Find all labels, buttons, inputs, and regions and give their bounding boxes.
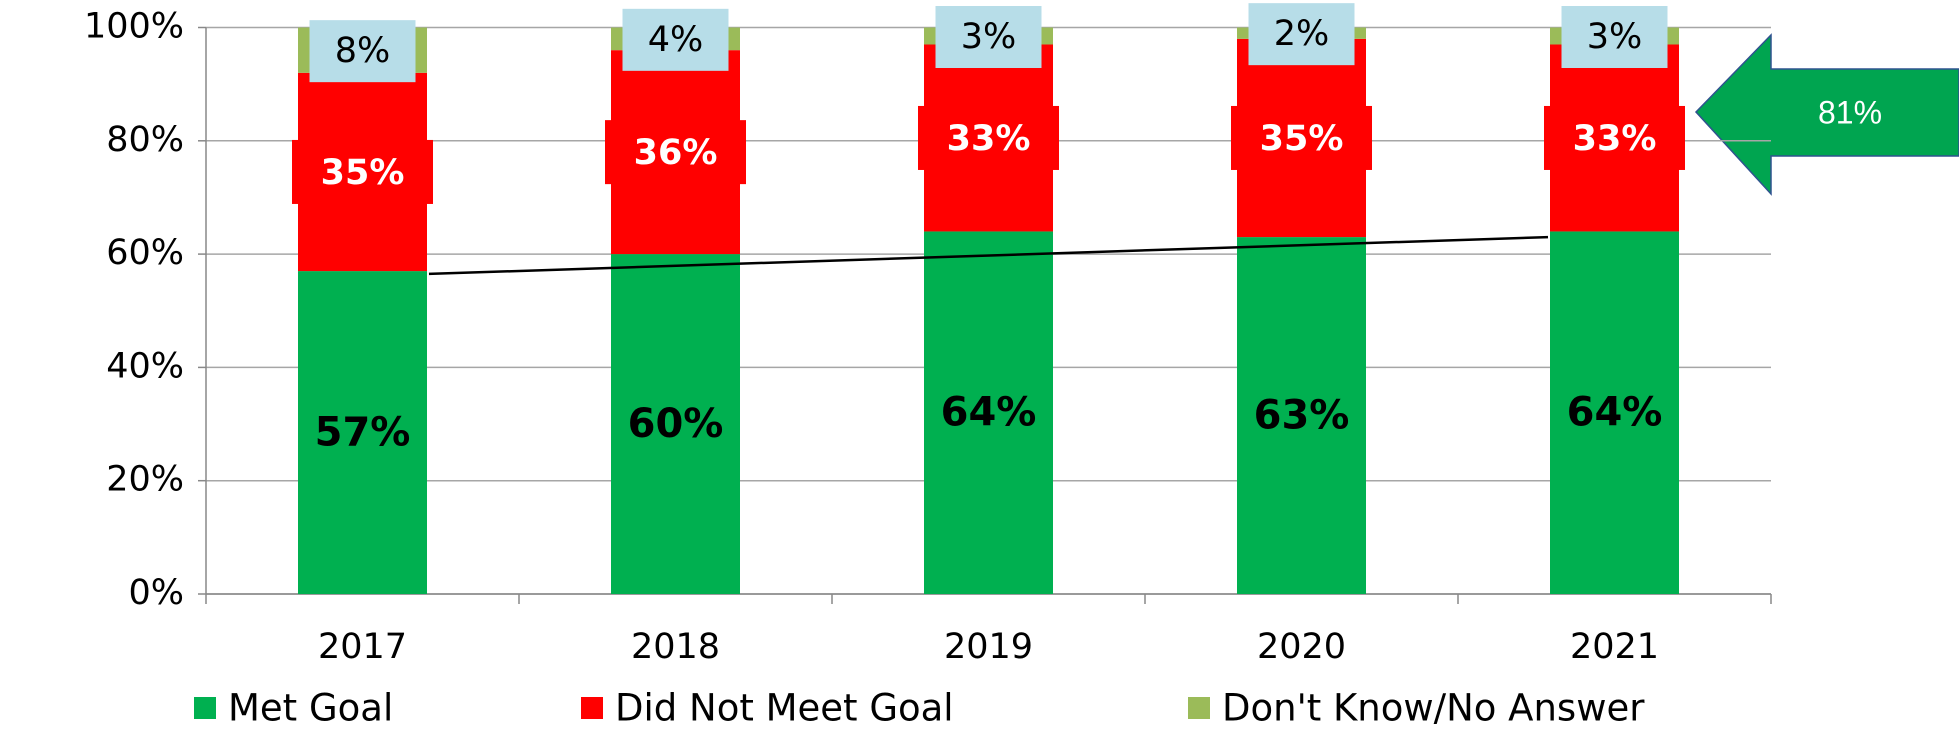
legend-swatch	[194, 697, 216, 719]
label-box	[605, 120, 746, 185]
data-label: 60%	[628, 401, 724, 447]
label-box	[935, 5, 1042, 68]
y-tick-label: 60%	[106, 233, 184, 273]
trend-line	[428, 235, 1549, 276]
label-box	[309, 20, 416, 83]
legend-label: Did Not Meet Goal	[615, 687, 954, 729]
data-label: 3%	[961, 17, 1017, 57]
legend-label: Don't Know/No Answer	[1222, 687, 1645, 729]
label-box	[1561, 5, 1668, 68]
data-label: 8%	[335, 31, 391, 71]
data-label: 4%	[648, 20, 704, 60]
x-tick-label: 2018	[631, 627, 720, 667]
x-tick-label: 2019	[944, 627, 1033, 667]
y-tick-label: 0%	[128, 573, 184, 613]
x-tick-label: 2020	[1257, 627, 1346, 667]
data-label: 2%	[1274, 14, 1330, 54]
label-box	[918, 105, 1059, 170]
label-box	[292, 139, 433, 204]
data-label: 35%	[1260, 119, 1344, 159]
y-tick-label: 80%	[106, 120, 184, 160]
y-tick-label: 20%	[106, 460, 184, 500]
data-label: 64%	[1567, 390, 1663, 436]
bar-segment	[924, 231, 1053, 594]
legend-swatch	[1188, 697, 1210, 719]
y-tick-label: 100%	[84, 7, 184, 47]
annotation-arrow	[1694, 33, 1959, 196]
data-label: 3%	[1587, 17, 1643, 57]
data-label: 64%	[941, 390, 1037, 436]
bar-segment	[1550, 231, 1679, 594]
legend-label: Met Goal	[228, 687, 393, 729]
label-box	[1248, 3, 1355, 66]
x-tick-label: 2021	[1570, 627, 1659, 667]
x-tick-label: 2017	[318, 627, 407, 667]
legend-swatch	[581, 697, 603, 719]
data-label: 57%	[315, 410, 411, 456]
bar-segment	[611, 254, 740, 594]
bar-segment	[298, 271, 427, 594]
label-box	[1231, 105, 1372, 170]
annotation: 81%	[1818, 94, 1882, 130]
label-box	[1544, 105, 1685, 170]
bar-segment	[1237, 237, 1366, 595]
data-label: 33%	[1573, 119, 1657, 159]
label-box	[622, 8, 729, 71]
data-label: 36%	[634, 133, 718, 173]
data-label: 63%	[1254, 393, 1350, 439]
y-tick-label: 40%	[106, 346, 184, 386]
data-label: 35%	[321, 153, 405, 193]
data-label: 33%	[947, 119, 1031, 159]
